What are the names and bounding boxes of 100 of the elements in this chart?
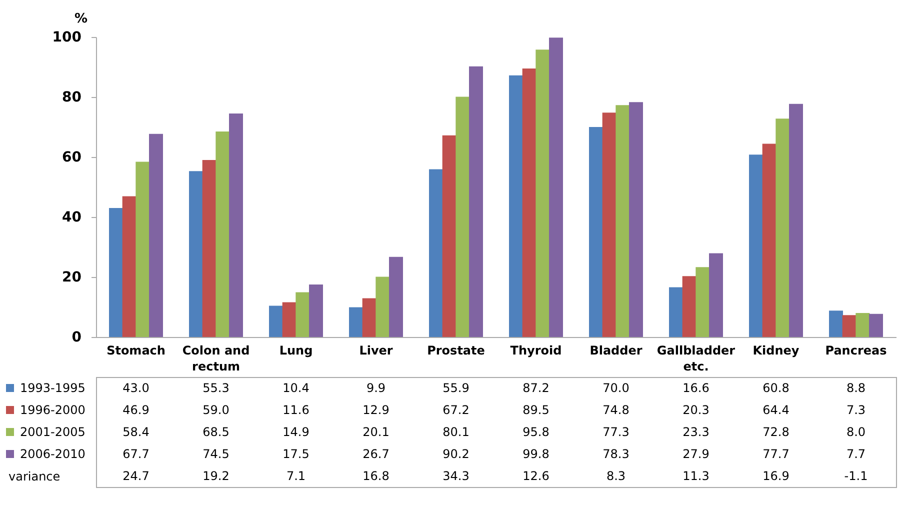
bar bbox=[776, 118, 790, 337]
bar bbox=[389, 256, 403, 337]
bar bbox=[829, 310, 843, 337]
data-label: 89.5 bbox=[522, 403, 550, 417]
text: 16.9 bbox=[762, 469, 790, 483]
data-label: 72.8 bbox=[762, 425, 790, 439]
bar bbox=[282, 302, 296, 337]
bar bbox=[349, 307, 363, 337]
y-tick-label: 40 bbox=[62, 210, 82, 226]
text: 19.2 bbox=[202, 469, 230, 483]
bar bbox=[709, 253, 723, 337]
bar bbox=[682, 276, 696, 337]
bar bbox=[749, 154, 763, 337]
bar bbox=[189, 171, 203, 337]
bar bbox=[536, 50, 550, 337]
bar bbox=[789, 104, 803, 337]
legend-label: 1993-1995 bbox=[20, 381, 86, 395]
bar bbox=[589, 127, 603, 337]
text: 34.3 bbox=[442, 469, 470, 483]
y-tick-label: 100 bbox=[52, 30, 82, 46]
data-label: 7.7 bbox=[846, 447, 866, 461]
bar bbox=[469, 66, 483, 337]
bar bbox=[216, 132, 230, 337]
data-label: 80.1 bbox=[442, 425, 470, 439]
text: 7.1 bbox=[286, 469, 306, 483]
bar bbox=[762, 144, 776, 337]
bar bbox=[429, 169, 443, 337]
bar bbox=[549, 38, 563, 337]
bar bbox=[309, 284, 323, 337]
x-tick-label: Thyroid bbox=[510, 344, 562, 358]
legend-label: 2001-2005 bbox=[20, 425, 86, 439]
bar bbox=[149, 134, 163, 337]
text: 24.7 bbox=[122, 469, 150, 483]
bar bbox=[616, 105, 630, 337]
data-label: 90.2 bbox=[442, 447, 470, 461]
data-label: 17.5 bbox=[282, 447, 310, 461]
bar bbox=[509, 75, 523, 337]
data-label: 12.9 bbox=[362, 403, 390, 417]
data-label: 87.2 bbox=[522, 381, 550, 395]
bar bbox=[229, 114, 243, 337]
data-label: 10.4 bbox=[282, 381, 310, 395]
data-label: 9.9 bbox=[366, 381, 386, 395]
data-label: 74.8 bbox=[602, 403, 630, 417]
data-label: 11.6 bbox=[282, 403, 310, 417]
data-label: 43.0 bbox=[122, 381, 150, 395]
data-label: 59.0 bbox=[202, 403, 230, 417]
bar bbox=[696, 267, 710, 337]
data-label: 27.9 bbox=[682, 447, 710, 461]
data-label: 26.7 bbox=[362, 447, 390, 461]
data-label: 77.7 bbox=[762, 447, 790, 461]
bar bbox=[869, 314, 883, 337]
bar bbox=[376, 276, 390, 337]
data-label: 64.4 bbox=[762, 403, 790, 417]
data-label: 70.0 bbox=[602, 381, 630, 395]
bar bbox=[362, 298, 376, 337]
data-label: 20.3 bbox=[682, 403, 710, 417]
x-tick-label: Bladder bbox=[590, 344, 642, 358]
bar bbox=[629, 102, 643, 337]
x-tick-label: Kidney bbox=[752, 344, 800, 358]
text: -1.1 bbox=[844, 469, 868, 483]
data-label: 77.3 bbox=[602, 425, 630, 439]
data-label: 55.3 bbox=[202, 381, 230, 395]
y-tick-label: 80 bbox=[62, 90, 82, 106]
data-label: 46.9 bbox=[122, 403, 150, 417]
bar bbox=[109, 208, 123, 337]
y-tick-label: 60 bbox=[62, 150, 82, 166]
bar bbox=[296, 292, 310, 337]
bar bbox=[136, 162, 150, 337]
x-tick-label: Prostate bbox=[427, 344, 485, 358]
data-label: 58.4 bbox=[122, 425, 150, 439]
bar bbox=[522, 68, 536, 337]
data-label: 23.3 bbox=[682, 425, 710, 439]
legend-label: 2006-2010 bbox=[20, 447, 86, 461]
data-label: 8.8 bbox=[846, 381, 866, 395]
x-tick-label: Liver bbox=[359, 344, 393, 358]
y-tick-label: 20 bbox=[62, 270, 82, 286]
data-label: 74.5 bbox=[202, 447, 230, 461]
data-label: 20.1 bbox=[362, 425, 390, 439]
data-label: 7.3 bbox=[846, 403, 866, 417]
bar bbox=[456, 96, 470, 337]
bar bbox=[602, 112, 616, 337]
data-label: 14.9 bbox=[282, 425, 310, 439]
x-tick-label: Pancreas bbox=[825, 344, 887, 358]
data-label: 78.3 bbox=[602, 447, 630, 461]
bar bbox=[202, 160, 216, 337]
data-label: 55.9 bbox=[442, 381, 470, 395]
data-label: 99.8 bbox=[522, 447, 550, 461]
y-tick-label: 0 bbox=[72, 330, 82, 346]
y-axis-title: % bbox=[74, 12, 88, 26]
x-tick-label: Lung bbox=[279, 344, 313, 358]
bar bbox=[122, 196, 136, 337]
x-tick-label: Colon and rectum bbox=[182, 344, 250, 374]
text: 8.3 bbox=[606, 469, 626, 483]
data-label: 67.2 bbox=[442, 403, 470, 417]
bar bbox=[669, 287, 683, 337]
text: 12.6 bbox=[522, 469, 550, 483]
text: 16.8 bbox=[362, 469, 390, 483]
data-label: 16.6 bbox=[682, 381, 710, 395]
bar bbox=[842, 315, 856, 337]
bar bbox=[269, 306, 283, 337]
